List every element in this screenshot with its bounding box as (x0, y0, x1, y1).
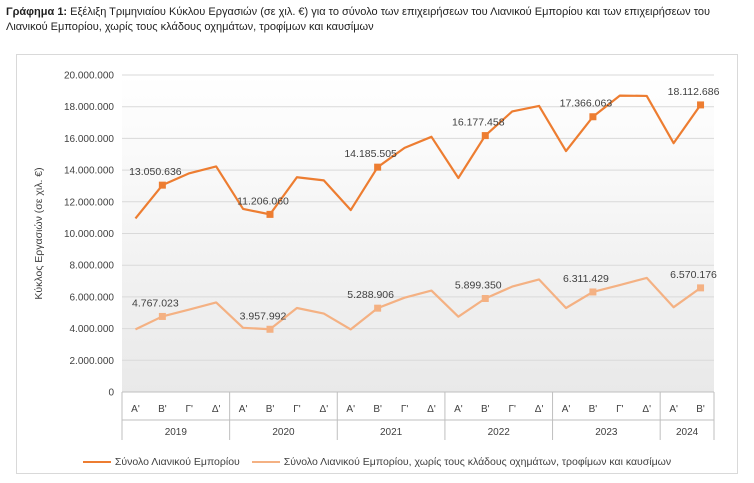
data-marker (481, 132, 489, 140)
legend-swatch-total (82, 461, 111, 463)
year-label: 2023 (595, 427, 618, 438)
x-tick-label: Γ' (508, 404, 516, 415)
series-line-0 (134, 94, 702, 220)
y-axis-label: Κύκλος Εργασιών (σε χιλ. €) (33, 167, 45, 299)
data-label: 5.899.350 (455, 279, 502, 291)
year-label: 2019 (165, 427, 188, 438)
legend: Σύνολο Λιανικού Εμπορίου Σύνολο Λιανικού… (0, 452, 754, 472)
data-label: 3.957.992 (240, 310, 287, 322)
x-tick-label: Δ' (320, 404, 329, 415)
data-label: 14.185.505 (344, 148, 397, 160)
x-tick-label: Δ' (642, 404, 651, 415)
x-tick-label: Δ' (212, 404, 221, 415)
year-label: 2024 (676, 427, 699, 438)
x-tick-label: Α' (562, 404, 571, 415)
y-tick-label: 18.000.000 (64, 102, 114, 113)
data-marker (374, 304, 382, 312)
data-label: 18.112.686 (668, 86, 720, 98)
x-tick-label: Β' (373, 404, 382, 415)
data-marker (158, 312, 166, 320)
y-tick-label: 6.000.000 (70, 292, 115, 303)
y-tick-label: 14.000.000 (64, 166, 114, 177)
x-tick-label: Β' (589, 404, 598, 415)
data-label: 16.177.458 (452, 117, 505, 129)
y-tick-label: 8.000.000 (70, 261, 115, 272)
y-tick-label: 4.000.000 (70, 324, 115, 335)
data-marker (481, 294, 489, 302)
x-tick-label: Γ' (186, 404, 194, 415)
x-tick-label: Β' (481, 404, 490, 415)
chart-title-text: Εξέλιξη Τριμηνιαίου Κύκλου Εργασιών (σε … (6, 6, 711, 33)
x-tick-label: Γ' (293, 404, 301, 415)
y-axis-ticks: 0 2.000.000 4.000.000 6.000.000 8.000.000 10.… (64, 71, 115, 399)
data-labels: 13.050.636 11.206.060 14.185.505 16.177.458… (129, 86, 720, 322)
x-tick-label: Α' (239, 404, 248, 415)
legend-swatch-excluding (251, 461, 280, 463)
data-label: 5.288.906 (347, 289, 394, 301)
x-tick-label: Γ' (401, 404, 409, 415)
data-label: 6.311.429 (563, 273, 609, 285)
data-marker (266, 325, 274, 333)
x-tick-label: Δ' (535, 404, 544, 415)
data-marker (589, 288, 597, 296)
data-marker (589, 113, 597, 121)
data-label: 6.570.176 (670, 269, 717, 281)
x-axis: Α' Β' Γ' Δ' Α' Β' Γ' Δ' Α' Β' Γ' Δ' Α' Β' Γ' Δ' Α' Β' Γ' Δ'… (121, 391, 715, 440)
y-tick-label: 12.000.000 (64, 197, 114, 208)
legend-item-total: Σύνολο Λιανικού Εμπορίου (82, 456, 240, 468)
x-tick-label: Δ' (427, 404, 436, 415)
year-label: 2022 (488, 427, 511, 438)
chart-title-number: Γράφημα 1: (6, 6, 68, 18)
data-marker (158, 181, 166, 189)
data-marker (266, 210, 274, 218)
year-label: 2021 (380, 427, 403, 438)
series-line-1 (134, 276, 702, 331)
x-tick-label: Γ' (616, 404, 624, 415)
y-tick-label: 10.000.000 (64, 229, 114, 240)
data-label: 11.206.060 (237, 195, 289, 207)
series-lines (134, 94, 705, 333)
x-tick-label: Α' (346, 404, 355, 415)
x-tick-label: Α' (454, 404, 463, 415)
x-tick-label: Β' (266, 404, 275, 415)
legend-label-excluding: Σύνολο Λιανικού Εμπορίου, χωρίς τους κλά… (283, 456, 672, 468)
y-tick-label: 0 (108, 388, 114, 399)
data-label: 17.366.063 (560, 98, 613, 110)
legend-label-total: Σύνολο Λιανικού Εμπορίου (114, 456, 240, 468)
year-label: 2020 (272, 427, 295, 438)
data-marker (697, 284, 705, 292)
data-marker (374, 163, 382, 171)
y-tick-label: 16.000.000 (64, 134, 114, 145)
legend-item-excluding: Σύνολο Λιανικού Εμπορίου, χωρίς τους κλά… (251, 456, 672, 468)
x-tick-label: Β' (696, 404, 705, 415)
y-tick-label: 20.000.000 (64, 71, 114, 82)
y-tick-label: 2.000.000 (70, 356, 115, 367)
data-label: 4.767.023 (132, 297, 179, 309)
x-tick-label: Β' (158, 404, 167, 415)
data-label: 13.050.636 (129, 166, 182, 178)
chart-title: Γράφημα 1: Εξέλιξη Τριμηνιαίου Κύκλου Ερ… (6, 5, 748, 35)
x-tick-label: Α' (131, 404, 140, 415)
x-tick-label: Α' (669, 404, 678, 415)
data-marker (697, 101, 705, 109)
